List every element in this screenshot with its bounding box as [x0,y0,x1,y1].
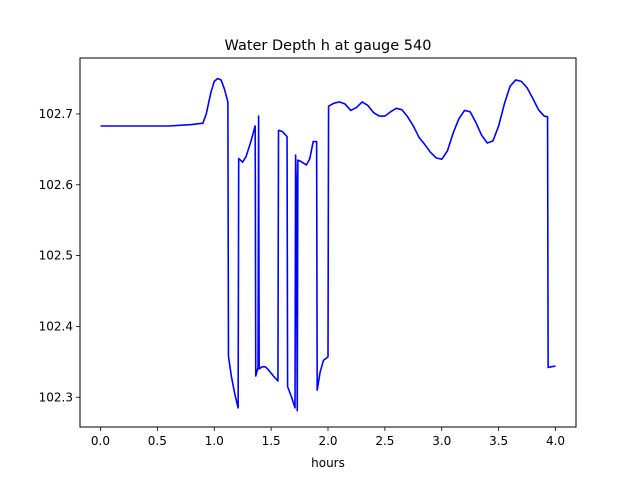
x-tick-label: 3.0 [432,434,451,448]
x-axis-label: hours [311,456,345,470]
x-tick-label: 0.5 [148,434,167,448]
plot-area [100,77,556,412]
x-tick-label: 4.0 [546,434,565,448]
x-tick-label: 2.5 [375,434,394,448]
x-axis-ticks: 0.0 0.5 1.0 1.5 2.0 2.5 3.0 3.5 4.0 [91,427,565,448]
y-tick-label: 102.3 [39,390,73,404]
x-tick-label: 2.0 [318,434,337,448]
x-tick-label: 1.5 [262,434,281,448]
x-tick-label: 3.5 [489,434,508,448]
chart-title: Water Depth h at gauge 540 [225,38,432,54]
y-tick-label: 102.6 [39,178,73,192]
y-tick-label: 102.7 [39,107,73,121]
series-line-0 [100,77,556,412]
y-axis-ticks: 102.3 102.4 102.5 102.6 102.7 [39,107,80,404]
axes-frame [79,57,577,428]
y-tick-label: 102.4 [39,319,73,333]
x-tick-label: 1.0 [205,434,224,448]
x-tick-label: 0.0 [91,434,110,448]
y-tick-label: 102.5 [39,249,73,263]
